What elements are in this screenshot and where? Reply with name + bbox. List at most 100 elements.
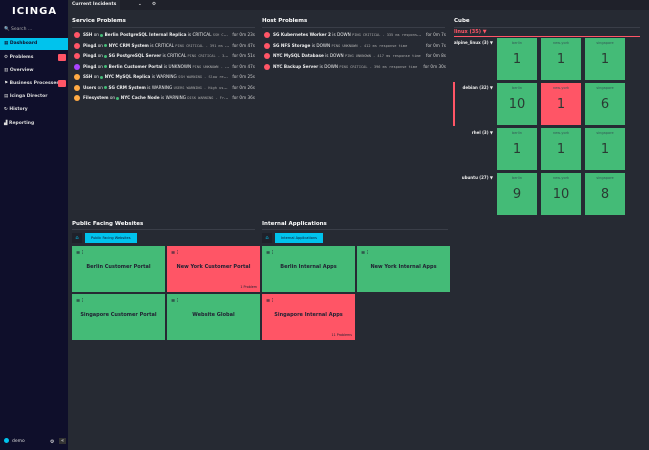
host-name[interactable]: NYC MySQL Replica [104,74,151,79]
sidebar-item-reporting[interactable]: ▟ Reporting [4,121,35,126]
collapse-sidebar-button[interactable]: « [59,438,67,444]
cube-cell[interactable]: new-york 10 [541,173,581,215]
host-name[interactable]: SG Kubernetes Worker 2 [273,32,331,37]
service-problem-row[interactable]: Ping4 on SG PostgreSQL Server is CRITICA… [74,51,255,60]
state-text: DOWN [336,32,351,37]
cube-cell[interactable]: berlin 1 [497,38,537,80]
tree-icon[interactable]: ≡ ⫶ [361,250,369,256]
service-name[interactable]: Ping4 [83,53,97,58]
sidebar-item-dashboard[interactable]: ▦ Dashboard [0,38,68,50]
sidebar-item-director[interactable]: ▤ Icinga Director [4,94,48,99]
cube-cell[interactable]: singapore 1 [585,38,625,80]
host-problems-title: Host Problems [262,18,308,24]
service-name[interactable]: Filesystem [83,95,109,100]
tree-icon[interactable]: ≡ ⫶ [171,298,179,304]
host-name[interactable]: Berlin Customer Portal [108,63,163,69]
gear-icon[interactable]: ⚙ [152,2,157,7]
tile-name: New York Customer Portal [176,264,251,270]
cube-cell[interactable]: singapore 8 [585,173,625,215]
host-problem-row[interactable]: SG Kubernetes Worker 2 is DOWN PING CRIT… [264,30,446,39]
home-icon[interactable]: ⌂ [72,233,82,243]
tree-icon[interactable]: ≡ ⫶ [76,298,84,304]
cube-row-label[interactable]: alpine_linux (3) ▼ [453,40,493,45]
cube-cell[interactable]: berlin 9 [497,173,537,215]
row-main: Ping4 on NYC CRM System is CRITICAL PING… [74,41,229,50]
cube-cell[interactable]: new-york 1 [541,128,581,170]
service-problem-row[interactable]: SSH on NYC MySQL Replica is WARNING SSH … [74,72,255,81]
state-dot [74,95,80,101]
cube-cell[interactable]: singapore 6 [585,83,625,125]
sidebar-item-problems[interactable]: ⚙ Problems [0,52,68,64]
nav-label: Problems [9,55,34,60]
host-problem-row[interactable]: NYC MySQL Database is DOWN PING UNKNOWN … [264,51,446,60]
sidebar-item-history[interactable]: ↻ History [4,107,28,112]
cube-cell[interactable]: new-york 1 [541,83,581,125]
search-input[interactable]: 🔍 Search ... [4,27,33,32]
cube-row-name: rhel (3) [471,130,489,135]
service-name[interactable]: Users [83,84,97,90]
host-name[interactable]: Berlin PostgreSQL Internal Replica [104,32,187,37]
cube-row-label[interactable]: ubuntu (27) ▼ [461,175,493,180]
business-process-tile[interactable]: ≡ ⫶ New York Internal Apps [357,246,450,292]
cube-row-label[interactable]: rhel (3) ▼ [471,130,493,135]
divider [262,229,448,230]
divider [72,229,255,230]
plugin-output: PING UNKNOWN - 417 ms response time [344,54,421,58]
service-problem-row[interactable]: Filesystem on NYC Cache Node is WARNING … [74,93,255,102]
breadcrumb[interactable]: Internal Applications [275,233,323,243]
host-problem-row[interactable]: SG NFS Storage is DOWN PING UNKNOWN - 41… [264,41,446,50]
cube-cell[interactable]: berlin 10 [497,83,537,125]
user-menu[interactable]: demo [4,438,25,444]
sidebar-item-overview[interactable]: ▥ Overview [4,68,34,73]
service-problem-row[interactable]: Ping4 on NYC CRM System is CRITICAL PING… [74,41,255,50]
business-process-tile[interactable]: ≡ ⫶ Berlin Internal Apps [262,246,355,292]
cube-count: 10 [552,187,570,202]
state-dot [74,74,80,80]
host-name[interactable]: NYC CRM System [108,42,149,48]
cube-filter[interactable]: linux (35) ▼ [454,29,487,35]
home-icon[interactable]: ⌂ [262,233,272,243]
service-problem-row[interactable]: Ping4 on Berlin Customer Portal is UNKNO… [74,62,255,71]
business-process-tile[interactable]: ≡ ⫶ New York Customer Portal 1 Problem [167,246,260,292]
service-name[interactable]: SSH [83,32,93,37]
tab-current-incidents[interactable]: Current Incidents [68,0,121,10]
business-process-tile[interactable]: ≡ ⫶ Singapore Internal Apps 11 Problems [262,294,355,340]
host-name[interactable]: NYC Backup Server [273,63,319,69]
tree-icon[interactable]: ≡ ⫶ [266,298,274,304]
business-process-tile[interactable]: ≡ ⫶ Website Global [167,294,260,340]
service-name[interactable]: Ping4 [83,42,97,48]
gear-icon[interactable]: ⚙ [50,439,55,445]
internal-apps-title: Internal Applications [262,221,327,227]
sidebar-item-business-processes[interactable]: ⚑ Business Processes [0,78,68,90]
business-process-tile[interactable]: ≡ ⫶ Berlin Customer Portal [72,246,165,292]
host-name[interactable]: SG NFS Storage [273,42,311,48]
service-name[interactable]: SSH [83,74,93,79]
business-process-tile[interactable]: ≡ ⫶ Singapore Customer Portal [72,294,165,340]
cube-cell[interactable]: singapore 1 [585,128,625,170]
cube-cell[interactable]: new-york 1 [541,38,581,80]
service-name[interactable]: Ping4 [83,63,97,69]
service-problem-row[interactable]: Users on SG CRM System is WARNING USERS … [74,83,255,92]
cube-column-label: new-york [552,86,570,90]
cube-row-label[interactable]: debian (32) ▼ [462,85,493,90]
host-problem-row[interactable]: NYC Backup Server is DOWN PING CRITICAL … [264,62,446,71]
tree-icon[interactable]: ≡ ⫶ [171,250,179,256]
row-main: SSH on Berlin PostgreSQL Internal Replic… [74,30,229,39]
tree-icon[interactable]: ≡ ⫶ [266,250,274,256]
host-name[interactable]: SG CRM System [108,84,146,90]
breadcrumb[interactable]: Public Facing Websites [85,233,137,243]
service-problem-row[interactable]: SSH on Berlin PostgreSQL Internal Replic… [74,30,255,39]
state-text: CRITICAL [167,53,187,58]
problem-count[interactable]: 1 Problem [240,285,257,289]
tile-name: Berlin Customer Portal [86,264,151,270]
problem-count[interactable]: 11 Problems [331,333,352,337]
host-name[interactable]: NYC MySQL Database [273,53,324,58]
chevron-down-icon[interactable]: ⌄ [138,2,142,7]
tree-icon[interactable]: ≡ ⫶ [76,250,84,256]
tile-name: Berlin Internal Apps [280,264,337,270]
cube-cell[interactable]: berlin 1 [497,128,537,170]
host-name[interactable]: NYC Cache Node [120,95,160,100]
tile-name: Singapore Customer Portal [80,312,157,318]
state-text: DOWN [324,63,339,69]
host-name[interactable]: SG PostgreSQL Server [108,53,162,58]
